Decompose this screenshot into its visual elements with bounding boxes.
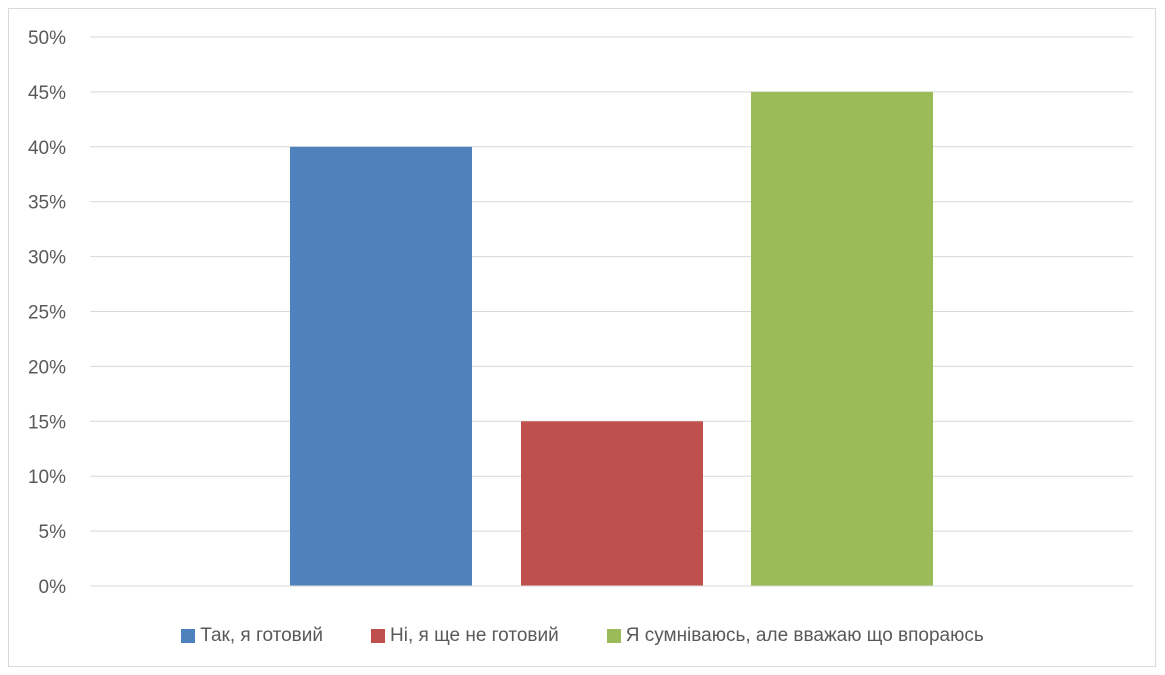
y-tick-label: 10% bbox=[28, 467, 66, 488]
legend-item-no: Ні, я ще не готовий bbox=[371, 625, 559, 647]
legend-swatch-yes bbox=[181, 629, 196, 643]
y-tick-label: 15% bbox=[28, 412, 66, 433]
legend-label-doubt: Я сумніваюсь, але вважаю що впораюсь bbox=[625, 625, 984, 646]
y-tick-label: 0% bbox=[39, 577, 67, 598]
bar-no bbox=[521, 421, 703, 586]
y-tick-label: 35% bbox=[28, 193, 66, 214]
y-tick-label: 20% bbox=[28, 357, 66, 378]
y-tick-label: 50% bbox=[28, 28, 66, 49]
y-axis-tick-labels: 0% 5% 10% 15% 20% 25% 30% 35% 40% 45% 50% bbox=[28, 28, 66, 598]
legend-item-doubt: Я сумніваюсь, але вважаю що впораюсь bbox=[606, 625, 984, 647]
legend-label-yes: Так, я готовий bbox=[200, 625, 323, 646]
legend-label-no: Ні, я ще не готовий bbox=[390, 625, 559, 646]
y-tick-label: 30% bbox=[28, 248, 66, 269]
y-tick-label: 40% bbox=[28, 138, 66, 159]
legend-swatch-doubt bbox=[606, 629, 621, 643]
bar-doubt bbox=[751, 91, 933, 587]
y-tick-label: 5% bbox=[39, 522, 67, 543]
bars bbox=[290, 91, 933, 587]
legend-item-yes: Так, я готовий bbox=[181, 625, 323, 647]
gridlines bbox=[90, 36, 1133, 532]
legend-swatch-no bbox=[371, 629, 385, 643]
bar-yes bbox=[290, 146, 472, 587]
y-tick-label: 25% bbox=[28, 303, 66, 324]
legend: Так, я готовий Ні, я ще не готовий Я сум… bbox=[0, 625, 1165, 647]
y-tick-label: 45% bbox=[28, 83, 66, 104]
